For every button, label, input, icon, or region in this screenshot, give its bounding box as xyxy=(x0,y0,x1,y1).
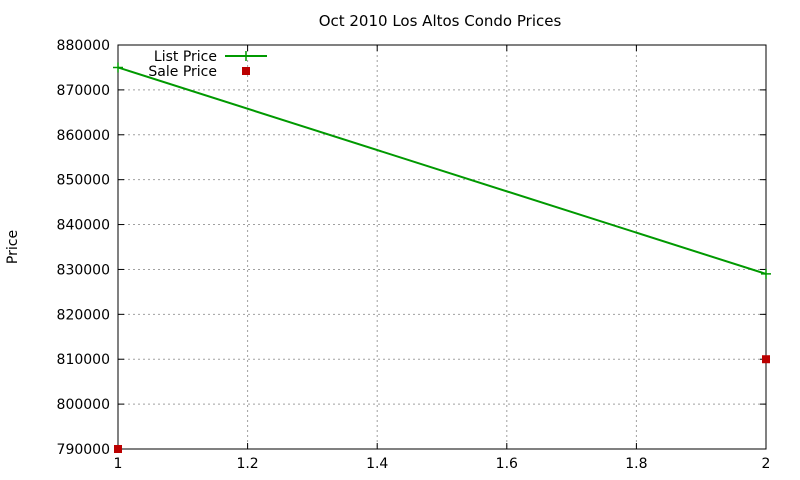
sale-price-point xyxy=(762,355,770,364)
axes: 1 1.2 1.4 1.6 1.8 2 790000 800000 810000 820000 83… xyxy=(57,38,771,472)
legend-label: List Price xyxy=(154,49,217,65)
legend-swatch-square xyxy=(242,67,250,75)
series-0 xyxy=(113,62,771,279)
sale-price-point xyxy=(114,445,122,453)
y-tick-label: 800000 xyxy=(57,397,110,413)
x-tick-label: 1.6 xyxy=(496,456,518,472)
list-price-point xyxy=(113,62,123,73)
series-1 xyxy=(114,355,770,453)
x-tick-label: 1.2 xyxy=(236,456,258,472)
y-tick-label: 880000 xyxy=(57,38,110,54)
y-axis-label: Price xyxy=(5,230,21,264)
plot-border xyxy=(117,44,767,450)
list-price-line xyxy=(117,66,767,275)
y-tick-label: 870000 xyxy=(57,83,110,99)
x-tick-label: 2 xyxy=(762,456,771,472)
chart-title: Oct 2010 Los Altos Condo Prices xyxy=(319,12,562,30)
y-tick-label: 860000 xyxy=(57,128,110,144)
grid xyxy=(118,45,766,449)
x-tick-label: 1.8 xyxy=(625,456,647,472)
y-tick-label: 820000 xyxy=(57,307,110,323)
y-tick-label: 830000 xyxy=(57,262,110,278)
series xyxy=(113,62,771,453)
legend-swatch-marker xyxy=(241,51,251,61)
x-tick-label: 1.4 xyxy=(366,456,388,472)
y-tick-label: 850000 xyxy=(57,173,110,189)
legend-label: Sale Price xyxy=(148,64,217,80)
y-tick-label: 790000 xyxy=(57,442,110,458)
x-tick-label: 1 xyxy=(114,456,123,472)
list-price-point xyxy=(761,268,771,279)
y-tick-label: 810000 xyxy=(57,352,110,368)
y-tick-label: 840000 xyxy=(57,218,110,234)
